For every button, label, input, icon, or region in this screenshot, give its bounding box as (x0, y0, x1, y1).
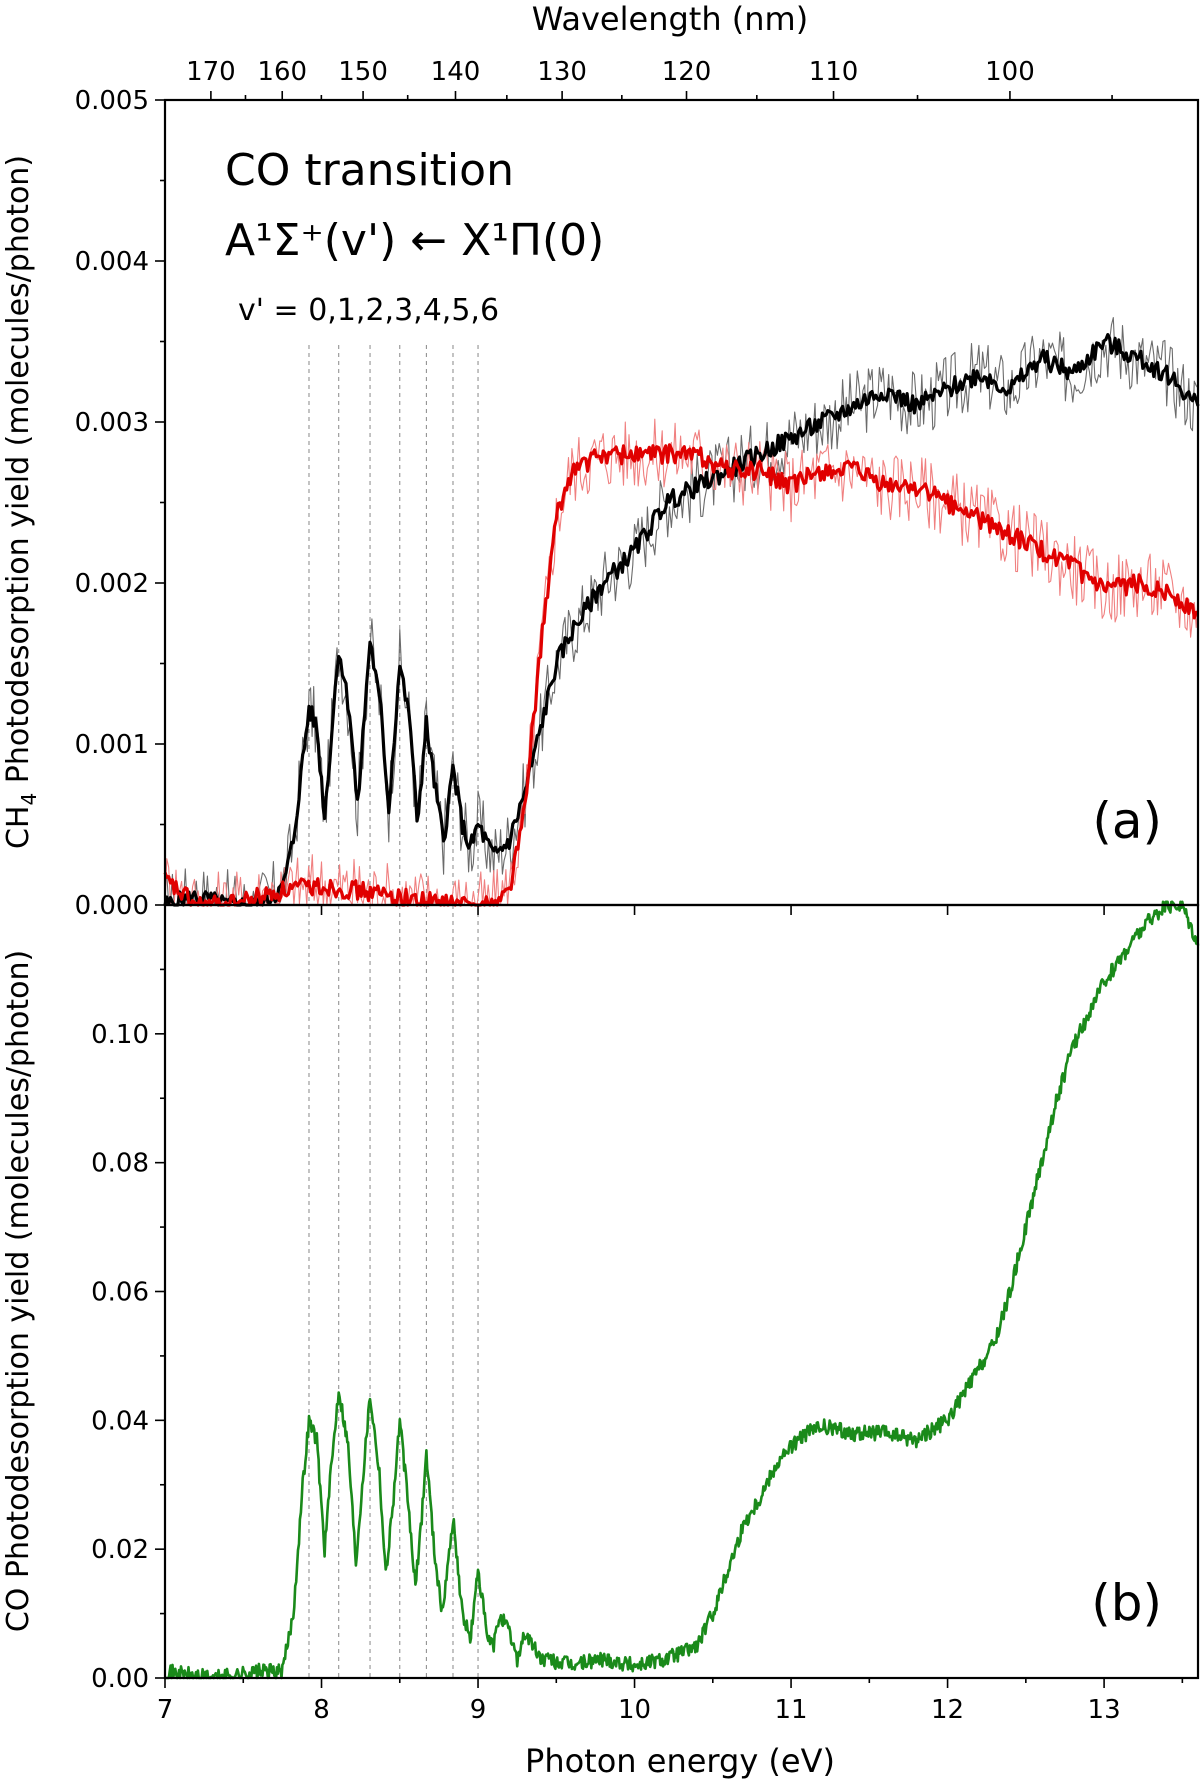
annotation-transition-notation: A¹Σ⁺(v') ← X¹Π(0) (225, 215, 604, 266)
panel-a-y-tick-label: 0.005 (75, 86, 149, 116)
vertical-marker-lines (308, 345, 479, 1678)
x-tick-label-8: 8 (313, 1695, 330, 1725)
panel-b-frame (163, 903, 1200, 1680)
panel-b-y-tick-label: 0.00 (91, 1664, 149, 1694)
wavelength-tick-label-110: 110 (809, 57, 859, 87)
panel-b-y-tick-label: 0.08 (91, 1149, 149, 1179)
panel-a-y-tick-label: 0.002 (75, 569, 149, 599)
ylabel-a-subscript: 4 (17, 793, 41, 806)
wavelength-tick-label-100: 100 (985, 57, 1035, 87)
panel-a-y-tick-label: 0.004 (75, 247, 149, 277)
wavelength-tick-label-130: 130 (537, 57, 587, 87)
panel-b-y-tick-label: 0.02 (91, 1535, 149, 1565)
panel-a-label: (a) (1092, 792, 1162, 850)
panel-b-traces (164, 900, 1200, 1680)
panel-b-y-tick-label: 0.04 (91, 1406, 149, 1436)
x-tick-label-10: 10 (618, 1695, 651, 1725)
annotation-co-transition: CO transition (225, 145, 514, 196)
series-green-line (164, 900, 1200, 1680)
panel-b-y-axis-label: CO Photodesorption yield (molecules/phot… (1, 950, 36, 1632)
wavelength-tick-label-120: 120 (662, 57, 712, 87)
panel-b-label: (b) (1091, 1574, 1162, 1632)
series-black-line (163, 333, 1200, 907)
panel-a-y-tick-label: 0.003 (75, 408, 149, 438)
x-axis-label: Photon energy (eV) (525, 1742, 835, 1780)
panel-b-y-tick-label: 0.10 (91, 1020, 149, 1050)
panel-a-y-tick-label: 0.001 (75, 730, 149, 760)
axis-ticks (155, 91, 1184, 1688)
wavelength-tick-label-150: 150 (338, 57, 388, 87)
top-axis-label: Wavelength (nm) (532, 0, 808, 38)
ylabel-a-ch: CH (1, 806, 36, 850)
panel-a-y-axis-label: CH4 Photodesorption yield (molecules/pho… (1, 155, 41, 849)
wavelength-tick-label-160: 160 (257, 57, 307, 87)
wavelength-tick-label-170: 170 (186, 57, 236, 87)
series-black-raw-line (164, 317, 1199, 906)
annotation-vibrational-levels: v' = 0,1,2,3,4,5,6 (238, 293, 499, 328)
panel-b-y-tick-label: 0.06 (91, 1278, 149, 1308)
panel-a-smoothed-traces (163, 333, 1200, 907)
ylabel-a-rest: Photodesorption yield (molecules/photon) (1, 155, 36, 793)
x-tick-label-12: 12 (931, 1695, 964, 1725)
panel-a-raw-traces (164, 317, 1199, 906)
wavelength-tick-label-140: 140 (431, 57, 481, 87)
x-tick-label-7: 7 (157, 1695, 174, 1725)
panel-a-y-tick-label: 0.000 (75, 891, 149, 921)
x-tick-label-13: 13 (1088, 1695, 1121, 1725)
x-tick-label-9: 9 (470, 1695, 487, 1725)
series-red-line (163, 443, 1198, 907)
x-tick-label-11: 11 (775, 1695, 808, 1725)
